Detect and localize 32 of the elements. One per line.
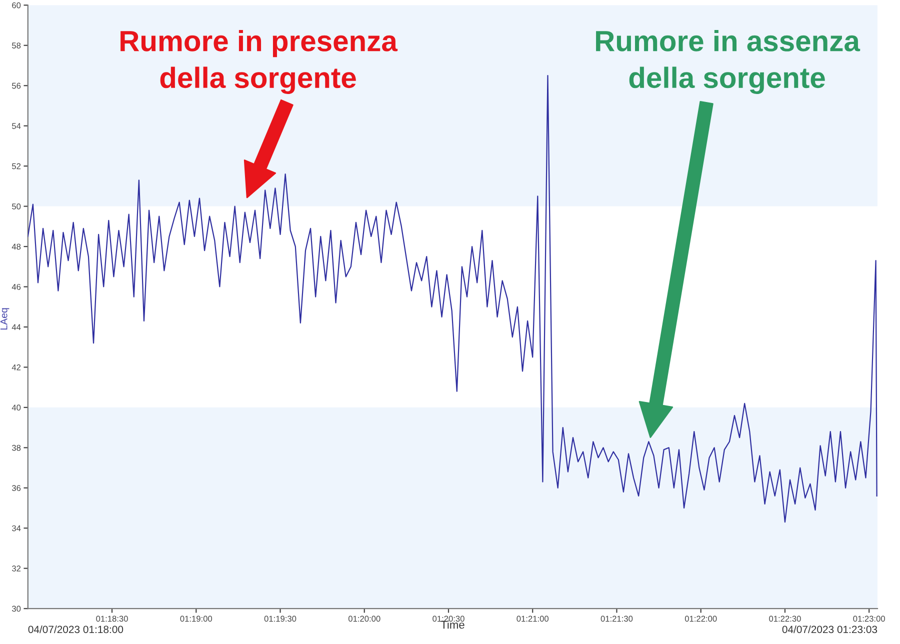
- y-tick-label: 42: [12, 364, 21, 370]
- x-tick-label: 01:21:30: [600, 616, 633, 622]
- y-tick-label: 32: [12, 566, 21, 572]
- text: 04/07/2023 01:18:00: [28, 625, 124, 634]
- y-tick-label: 58: [12, 42, 21, 48]
- y-tick-label: 36: [12, 485, 21, 491]
- annotation: Rumore in assenza della sorgente: [596, 30, 860, 94]
- x-tick-label: 01:19:00: [180, 616, 212, 622]
- y-tick-label: 48: [12, 244, 21, 250]
- x-tick-label: 01:20:00: [348, 616, 380, 622]
- x-tick-label: 01:21:00: [516, 616, 549, 622]
- y-tick-label: 30: [12, 606, 21, 612]
- y-tick-label: 54: [12, 123, 21, 129]
- annotation: Rumore in presenza della sorgente: [120, 30, 398, 94]
- y-tick-label: 56: [12, 82, 21, 89]
- x-tick-label: 01:20:30: [432, 616, 464, 622]
- x-axis-title: Time: [440, 620, 464, 629]
- x-tick-label: 01:18:30: [96, 616, 128, 622]
- x-tick-label: 01:23:00: [853, 616, 885, 622]
- y-axis-title: LAeq: [0, 308, 10, 330]
- x-tick-label: 01:22:00: [684, 616, 717, 622]
- y-tick-label: 52: [12, 163, 21, 170]
- text: 04/07/2023 01:23:03: [782, 625, 878, 634]
- y-tick-label: 40: [12, 404, 21, 411]
- y-tick-label: 34: [12, 525, 21, 532]
- y-tick-label: 60: [12, 2, 21, 8]
- y-tick-label: 38: [12, 444, 21, 451]
- x-tick-label: 01:19:30: [264, 616, 296, 622]
- y-tick-label: 44: [12, 324, 21, 330]
- y-tick-label: 46: [12, 284, 21, 290]
- y-tick-label: 50: [12, 203, 21, 210]
- x-tick-label: 01:22:30: [769, 616, 801, 622]
